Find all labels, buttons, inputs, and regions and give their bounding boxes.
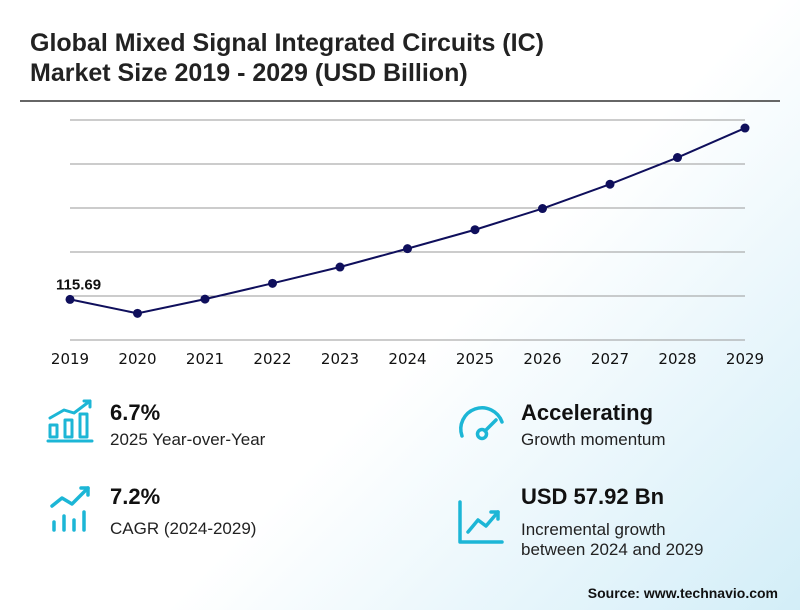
stat-incremental-value: USD 57.92 Bn: [521, 484, 665, 509]
data-point: [268, 278, 277, 288]
data-point: [335, 262, 345, 272]
stat-momentum-value: Accelerating: [521, 400, 654, 425]
data-point: [65, 294, 75, 304]
stat-incremental: USD 57.92 Bn Incremental growth between …: [456, 482, 776, 562]
source-link[interactable]: www.technavio.com: [643, 585, 778, 601]
x-tick-label: 2024: [388, 350, 426, 368]
chart-line-layer: [69, 127, 746, 315]
speedometer-icon: [459, 406, 504, 441]
x-tick-label: 2019: [51, 350, 89, 368]
trend-bars-icon: [50, 486, 90, 532]
data-label: 115.69: [56, 276, 101, 293]
x-tick-label: 2025: [456, 350, 494, 368]
stat-cagr-value: 7.2%: [110, 484, 161, 509]
stat-yoy: 6.7% 2025 Year-over-Year: [46, 398, 346, 458]
x-tick-label: 2029: [726, 350, 764, 368]
title-line-2: Market Size 2019 - 2029 (USD Billion): [30, 59, 468, 87]
stat-momentum: Accelerating Growth momentum: [456, 398, 776, 458]
line-chart: 2019 2020 2021 2022 2023 2024 2025 2026 2027 2028…: [51, 119, 764, 368]
stat-cagr: 7.2% CAGR (2024-2029): [48, 482, 348, 542]
stat-cagr-label: CAGR (2024-2029): [110, 519, 257, 538]
series-line: [69, 127, 746, 315]
data-point: [133, 308, 142, 318]
x-tick-label: 2023: [321, 350, 359, 368]
stat-incremental-label-line2: between 2024 and 2029: [521, 540, 704, 559]
bar-chart-icon: [46, 399, 94, 443]
x-tick-label: 2020: [118, 350, 156, 368]
stat-incremental-label-line1: Incremental growth: [521, 520, 666, 539]
chart-title: Global Mixed Signal Integrated Circuits …: [30, 28, 730, 88]
stat-yoy-label: 2025 Year-over-Year: [110, 430, 266, 449]
data-point: [673, 153, 682, 163]
data-point: [200, 294, 210, 304]
chart-annotations: 115.69: [56, 276, 101, 293]
source-label: Source:: [587, 585, 640, 601]
x-tick-label: 2026: [523, 350, 561, 368]
x-tick-label: 2028: [658, 350, 696, 368]
growth-chart-icon: [458, 500, 504, 544]
data-point: [605, 179, 615, 189]
data-point: [403, 244, 412, 254]
x-tick-label: 2022: [253, 350, 291, 368]
x-axis-ticks: 2019 2020 2021 2022 2023 2024 2025 2026 2027 2028…: [51, 350, 764, 368]
stat-momentum-label: Growth momentum: [521, 430, 666, 449]
stat-yoy-value: 6.7%: [110, 400, 161, 425]
title-line-1: Global Mixed Signal Integrated Circuits …: [30, 29, 544, 57]
x-tick-label: 2027: [591, 350, 629, 368]
x-tick-label: 2021: [186, 350, 224, 368]
data-point: [470, 225, 480, 235]
source-credit: Source: www.technavio.com: [588, 585, 778, 601]
title-divider: [20, 100, 780, 102]
data-point: [740, 123, 750, 133]
chart-points: [65, 123, 750, 318]
data-point: [538, 204, 547, 214]
